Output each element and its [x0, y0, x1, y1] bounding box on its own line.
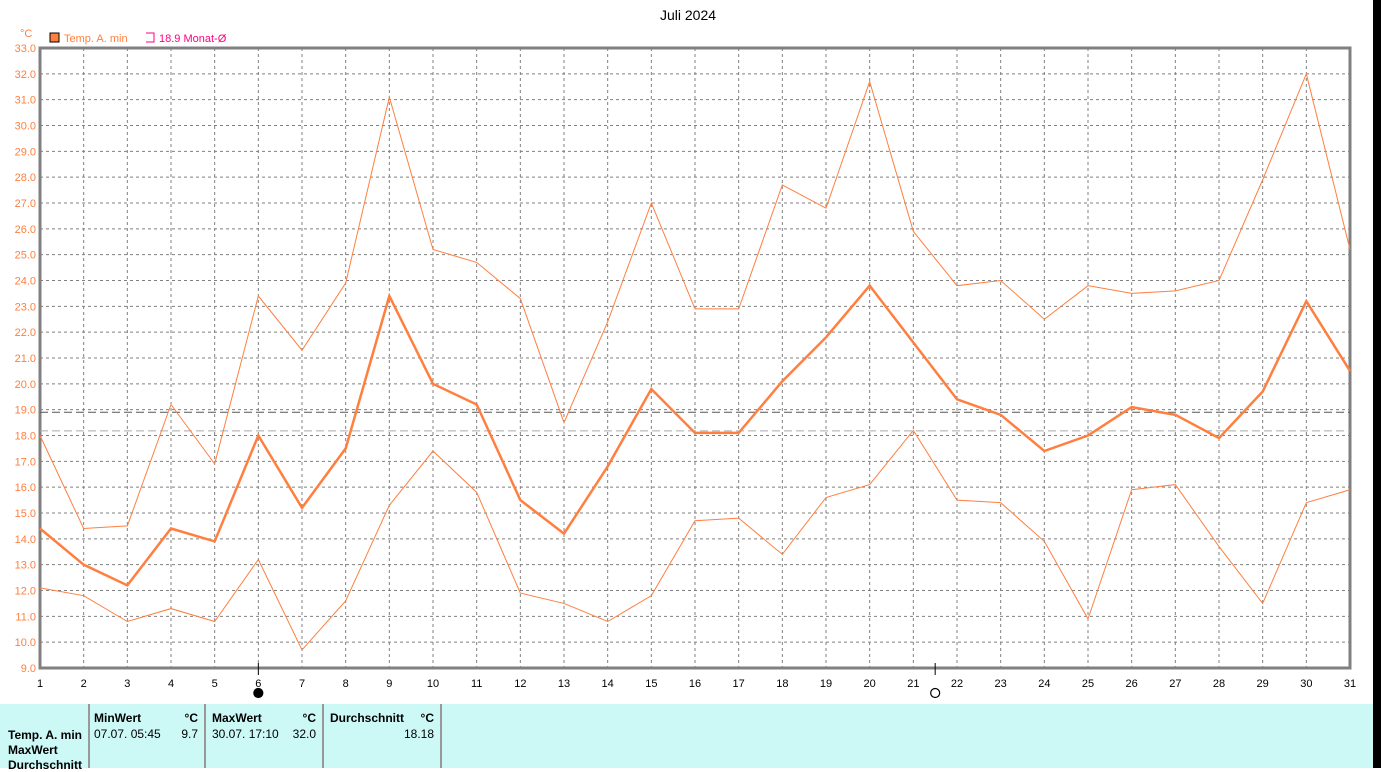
- y-tick-label: 19.0: [15, 405, 36, 417]
- x-tick-label: 23: [995, 678, 1007, 690]
- y-tick-label: 15.0: [15, 508, 36, 520]
- y-tick-label: 17.0: [15, 456, 36, 468]
- min-value: 9.7: [181, 727, 198, 741]
- legend: Temp. A. min 18.9 Monat-Ø: [49, 32, 227, 45]
- series-line-max: [39, 72, 1351, 530]
- legend-swatch-temp: [49, 32, 60, 43]
- row-label: Durchschnitt: [8, 758, 83, 772]
- y-tick-label: 24.0: [15, 276, 36, 288]
- avg-header: Durchschnitt: [330, 711, 405, 725]
- statistics-panel: Temp. A. min MaxWert Durchschnitt MinWer…: [0, 704, 1373, 772]
- x-tick-label: 3: [124, 678, 130, 690]
- x-tick-label: 27: [1169, 678, 1181, 690]
- avg-unit: °C: [420, 711, 434, 725]
- x-tick-label: 4: [168, 678, 174, 690]
- stats-avg: Durchschnitt °C 18.18: [324, 704, 442, 768]
- y-tick-label: 31.0: [15, 95, 36, 107]
- max-date: 30.07. 17:10: [212, 727, 279, 741]
- y-tick-label: 11.0: [15, 611, 36, 623]
- x-tick-label: 31: [1344, 678, 1356, 690]
- y-tick-label: 9.0: [21, 663, 36, 675]
- x-tick-label: 28: [1213, 678, 1225, 690]
- max-value: 32.0: [292, 727, 316, 741]
- row-label: MaxWert: [8, 743, 58, 757]
- x-tick-label: 16: [689, 678, 701, 690]
- y-tick-label: 16.0: [15, 482, 36, 494]
- full-moon-icon: [930, 687, 941, 699]
- legend-label-avg: 18.9 Monat-Ø: [159, 33, 227, 45]
- x-tick-label: 13: [558, 678, 570, 690]
- y-tick-label: 29.0: [15, 146, 36, 158]
- x-tick-label: 12: [514, 678, 526, 690]
- x-tick-label: 24: [1038, 678, 1050, 690]
- x-tick-label: 17: [733, 678, 745, 690]
- y-tick-label: 10.0: [15, 637, 36, 649]
- y-axis-unit: °C: [20, 28, 32, 40]
- x-tick-label: 29: [1257, 678, 1269, 690]
- x-tick-label: 5: [212, 678, 218, 690]
- series-line-mean: [39, 283, 1352, 587]
- y-tick-label: 12.0: [15, 586, 36, 598]
- y-tick-label: 27.0: [15, 198, 36, 210]
- stats-min: MinWert °C 07.07. 05:45 9.7: [90, 704, 206, 768]
- min-date: 07.07. 05:45: [94, 727, 161, 741]
- x-tick-label: 10: [427, 678, 439, 690]
- max-unit: °C: [302, 711, 316, 725]
- chart-title: Juli 2024: [660, 7, 716, 23]
- x-tick-label: 14: [602, 678, 614, 690]
- y-tick-label: 28.0: [15, 172, 36, 184]
- x-tick-label: 22: [951, 678, 963, 690]
- y-tick-label: 21.0: [15, 353, 36, 365]
- x-tick-label: 30: [1300, 678, 1312, 690]
- x-tick-label: 20: [864, 678, 876, 690]
- y-tick-label: 33.0: [15, 43, 36, 55]
- y-tick-label: 20.0: [15, 379, 36, 391]
- x-tick-label: 18: [776, 678, 788, 690]
- x-tick-label: 8: [343, 678, 349, 690]
- x-tick-label: 25: [1082, 678, 1094, 690]
- x-tick-label: 26: [1126, 678, 1138, 690]
- y-tick-label: 25.0: [15, 250, 36, 262]
- y-tick-label: 22.0: [15, 327, 36, 339]
- new-moon-icon: [253, 687, 264, 699]
- stats-labels: Temp. A. min MaxWert Durchschnitt: [0, 704, 90, 772]
- x-tick-label: 15: [645, 678, 657, 690]
- y-tick-label: 26.0: [15, 224, 36, 236]
- stats-max: MaxWert °C 30.07. 17:10 32.0: [206, 704, 324, 768]
- row-label: Temp. A. min: [8, 728, 83, 742]
- x-tick-label: 2: [81, 678, 87, 690]
- x-tick-label: 19: [820, 678, 832, 690]
- plot-frame: [38, 46, 1352, 670]
- x-tick-label: 9: [386, 678, 392, 690]
- y-tick-label: 30.0: [15, 121, 36, 133]
- x-tick-label: 11: [471, 678, 482, 690]
- y-tick-label: 32.0: [15, 69, 36, 81]
- x-tick-label: 6: [255, 678, 261, 690]
- y-tick-label: 23.0: [15, 301, 36, 313]
- y-tick-label: 18.0: [15, 431, 36, 443]
- avg-value: 18.18: [403, 727, 434, 741]
- y-tick-label: 13.0: [15, 560, 36, 572]
- legend-swatch-avg: [146, 32, 155, 43]
- x-tick-label: 21: [907, 678, 919, 690]
- series-line-min: [39, 429, 1351, 651]
- y-tick-label: 14.0: [15, 534, 36, 546]
- x-tick-label: 1: [37, 678, 43, 690]
- min-unit: °C: [184, 711, 198, 725]
- max-header: MaxWert: [212, 711, 262, 725]
- window-edge: [1373, 0, 1381, 768]
- legend-label-temp: Temp. A. min: [64, 33, 128, 45]
- x-tick-label: 7: [299, 678, 305, 690]
- temperature-chart: Juli 2024 °C Temp. A. min 18.9 Monat-Ø 9…: [15, 7, 1356, 699]
- min-header: MinWert: [94, 711, 142, 725]
